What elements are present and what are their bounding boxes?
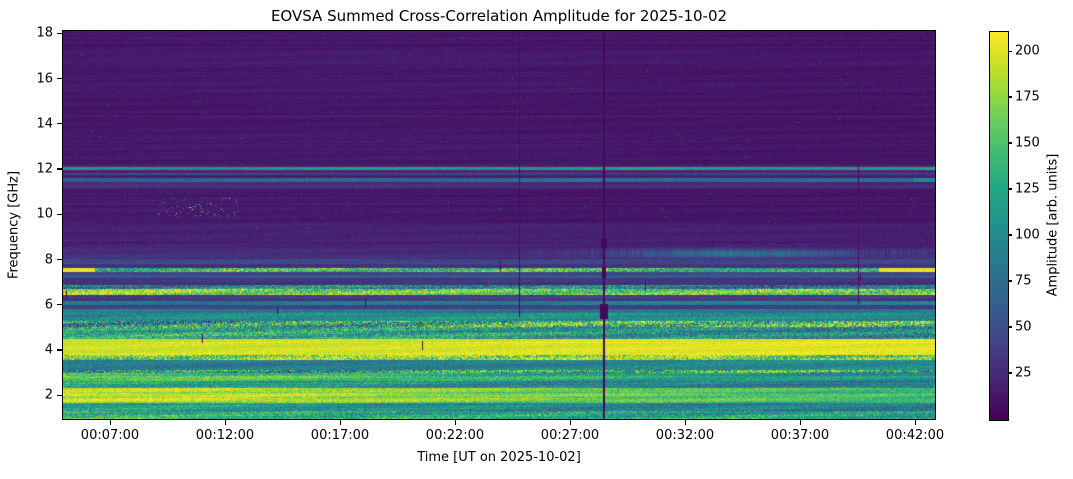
x-axis-label: Time [UT on 2025-10-02] (417, 450, 581, 465)
x-tick-mark (684, 420, 686, 425)
colorbar-label: Amplitude [arb. units] (1045, 153, 1061, 297)
y-tick-mark (57, 304, 62, 306)
x-tick-mark (339, 420, 341, 425)
y-tick-label: 14 (36, 116, 53, 132)
x-tick-label: 00:22:00 (425, 428, 485, 443)
heatmap-canvas (63, 31, 935, 419)
y-tick-mark (57, 77, 62, 80)
colorbar-tick-label: 100 (1015, 227, 1040, 243)
colorbar-tick-label: 125 (1015, 181, 1040, 197)
y-tick-mark (57, 258, 62, 261)
colorbar-tick-mark (1008, 234, 1012, 236)
x-tick-label: 00:27:00 (540, 428, 600, 443)
colorbar-tick-mark (1008, 326, 1012, 328)
colorbar-tick-mark (1008, 142, 1012, 144)
y-tick-label: 8 (44, 252, 53, 267)
colorbar-tick-mark (1008, 372, 1012, 374)
y-tick-mark (57, 394, 62, 396)
x-tick-mark (109, 420, 111, 425)
colorbar-tick-label: 150 (1015, 135, 1040, 151)
x-tick-mark (799, 420, 801, 425)
colorbar-tick-label: 75 (1015, 273, 1032, 289)
colorbar-tick-label: 50 (1015, 319, 1032, 335)
colorbar-tick-mark (1008, 280, 1012, 282)
colorbar-tick-mark (1008, 96, 1012, 98)
y-tick-label: 16 (36, 71, 53, 86)
plot-area (62, 30, 936, 420)
colorbar-tick-label: 200 (1015, 43, 1040, 59)
x-tick-mark (569, 420, 571, 425)
colorbar-tick-label: 175 (1015, 89, 1040, 105)
colorbar-tick-mark (1008, 188, 1012, 190)
colorbar-tick-mark (1008, 50, 1012, 52)
colorbar (989, 31, 1009, 421)
y-tick-label: 2 (44, 387, 53, 403)
x-tick-label: 00:17:00 (310, 428, 370, 443)
colorbar-tick-label: 25 (1015, 365, 1032, 381)
y-tick-mark (57, 349, 62, 351)
x-tick-label: 00:12:00 (195, 428, 255, 443)
x-tick-label: 00:42:00 (885, 428, 945, 443)
x-tick-label: 00:37:00 (770, 428, 830, 443)
y-tick-mark (57, 123, 62, 125)
y-tick-label: 12 (36, 161, 53, 177)
x-tick-mark (914, 420, 916, 425)
y-tick-mark (57, 168, 62, 170)
y-tick-label: 18 (36, 25, 53, 41)
y-tick-label: 10 (36, 206, 53, 222)
x-tick-mark (454, 420, 456, 425)
x-tick-label: 00:32:00 (655, 428, 715, 443)
x-tick-mark (224, 420, 226, 425)
y-tick-label: 4 (44, 342, 53, 358)
x-tick-label: 00:07:00 (80, 428, 140, 443)
y-tick-mark (57, 213, 62, 215)
y-tick-label: 6 (44, 297, 53, 313)
y-tick-mark (57, 32, 62, 34)
plot-title: EOVSA Summed Cross-Correlation Amplitude… (270, 7, 728, 25)
